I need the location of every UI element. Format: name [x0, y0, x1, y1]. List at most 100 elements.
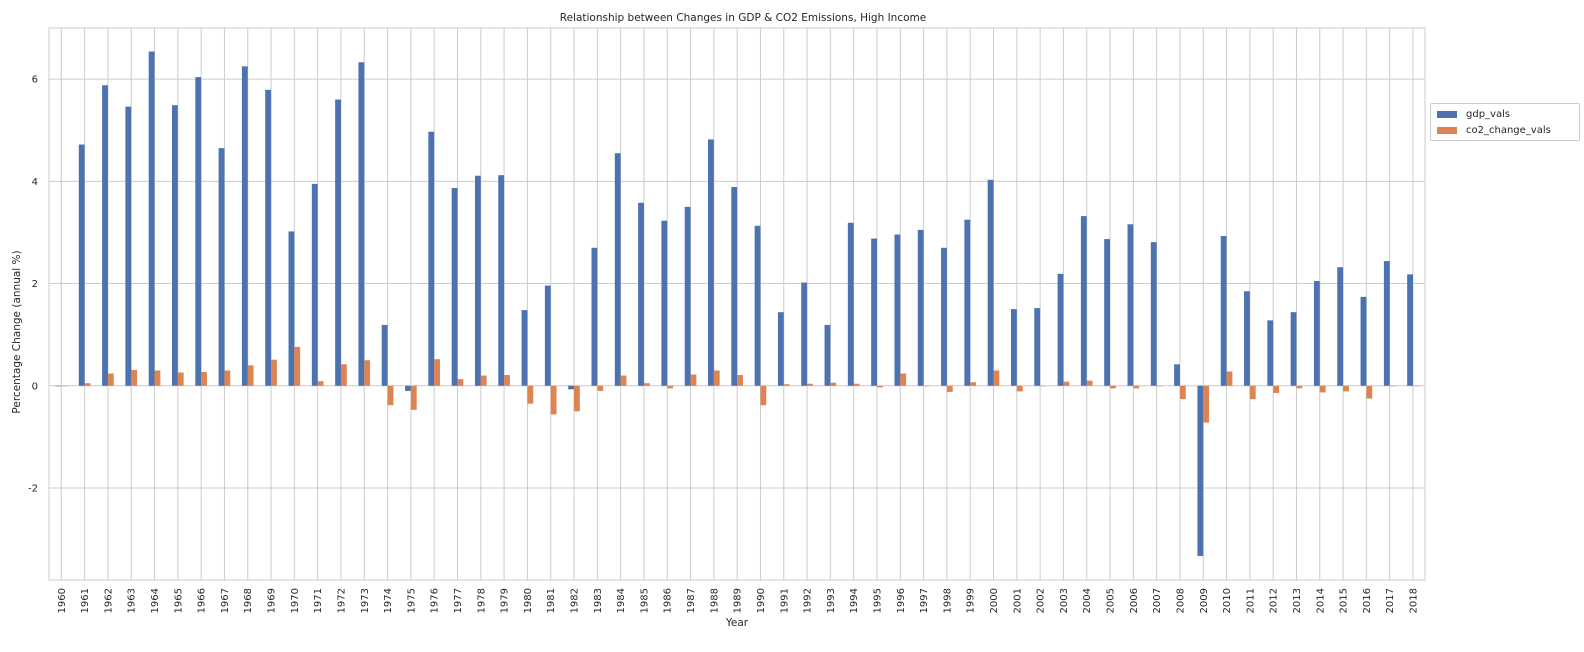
- x-tick-label: 2007: [1152, 588, 1163, 613]
- x-tick-label: 2009: [1199, 588, 1210, 613]
- bar-gdp: [1080, 216, 1087, 386]
- bar-co2: [387, 385, 394, 406]
- bar-co2: [457, 379, 464, 386]
- bar-gdp: [311, 183, 318, 386]
- bar-gdp: [1407, 274, 1413, 386]
- bar-gdp: [1127, 224, 1134, 386]
- bar-gdp: [614, 153, 621, 386]
- x-tick-label: 1998: [942, 588, 953, 613]
- bar-gdp: [78, 144, 85, 386]
- x-tick-label: 1985: [639, 588, 650, 613]
- x-tick-label: 1972: [336, 588, 347, 613]
- x-tick-label: 1996: [896, 588, 907, 613]
- bar-co2: [830, 382, 837, 386]
- x-tick-label: 1968: [243, 588, 254, 613]
- bar-gdp: [1197, 385, 1204, 556]
- bar-co2: [154, 370, 161, 386]
- bar-co2: [923, 385, 930, 387]
- x-tick-label: 2003: [1059, 588, 1070, 613]
- bar-co2: [713, 370, 720, 386]
- legend-label-co2: co2_change_vals: [1466, 124, 1551, 136]
- legend-swatch-co2: [1437, 126, 1457, 134]
- bar-co2: [480, 375, 487, 386]
- bar-co2: [900, 373, 907, 386]
- bar-co2: [1133, 385, 1140, 389]
- bar-gdp: [1267, 320, 1274, 386]
- bar-gdp: [288, 231, 295, 386]
- bars: [55, 51, 1419, 556]
- plot-frame: [48, 27, 1426, 581]
- bar-gdp: [358, 62, 365, 386]
- x-tick-label: 2006: [1129, 588, 1140, 613]
- x-tick-label: 1986: [663, 588, 674, 613]
- y-tick-label: -2: [28, 484, 38, 495]
- x-tick-label: 1962: [103, 588, 114, 613]
- bar-gdp: [521, 310, 528, 386]
- bar-gdp: [1220, 236, 1227, 386]
- x-tick-label: 2014: [1315, 588, 1326, 613]
- bar-gdp: [1034, 308, 1041, 386]
- x-tick-label: 2011: [1245, 588, 1256, 613]
- x-axis-label: Year: [725, 617, 749, 629]
- x-tick-label: 2000: [989, 588, 1000, 613]
- bar-co2: [527, 385, 534, 404]
- bar-co2: [177, 372, 184, 386]
- bar-co2: [1273, 385, 1279, 393]
- x-tick-label: 1993: [826, 588, 837, 613]
- bar-co2: [1040, 385, 1046, 387]
- x-tick-label: 2001: [1012, 588, 1023, 613]
- bar-gdp: [498, 175, 505, 386]
- x-tick-label: 1977: [453, 588, 464, 613]
- x-tick-label: 2013: [1292, 588, 1303, 613]
- x-tick-label: 1981: [546, 588, 557, 613]
- x-tick-label: 1989: [733, 588, 744, 613]
- bar-co2: [1156, 385, 1163, 387]
- x-tick-label: 2015: [1339, 588, 1350, 613]
- x-tick-label: 1965: [173, 588, 184, 613]
- bar-gdp: [381, 324, 388, 386]
- bar-gdp: [964, 219, 971, 386]
- bar-co2: [61, 385, 68, 387]
- bar-gdp: [1104, 239, 1111, 386]
- x-tick-label: 1991: [779, 588, 790, 613]
- bar-gdp: [1057, 273, 1064, 386]
- bar-co2: [1086, 380, 1093, 386]
- bar-gdp: [661, 220, 668, 386]
- bar-co2: [853, 383, 860, 386]
- x-tick-label: 1974: [383, 588, 394, 613]
- bar-gdp: [148, 51, 155, 386]
- bar-gdp: [917, 229, 924, 386]
- x-tick-label: 1997: [919, 588, 930, 613]
- bar-co2: [294, 346, 301, 386]
- x-tick-label: 1973: [360, 588, 371, 613]
- x-tick-label: 1960: [57, 588, 68, 613]
- bar-co2: [807, 383, 813, 386]
- bar-co2: [201, 371, 207, 386]
- bar-gdp: [125, 106, 132, 386]
- bar-co2: [1366, 385, 1373, 399]
- tick-labels: -2 0 2 4 6 1960 1961 1962 1963 1964 1965 1966 1967 19…: [28, 75, 1419, 614]
- bar-co2: [760, 385, 767, 406]
- x-tick-label: 1971: [313, 588, 324, 613]
- bar-co2: [434, 359, 441, 386]
- x-tick-label: 2016: [1362, 588, 1373, 613]
- bar-gdp: [428, 131, 435, 386]
- bar-gdp: [55, 385, 62, 387]
- bar-co2: [340, 364, 347, 386]
- x-tick-label: 1963: [127, 588, 138, 613]
- bar-co2: [876, 385, 883, 388]
- x-tick-label: 1978: [476, 588, 487, 613]
- y-axis-label: Percentage Change (annual %): [11, 250, 23, 413]
- bar-co2: [364, 360, 371, 386]
- bar-co2: [550, 385, 557, 415]
- y-tick-label: 0: [32, 381, 38, 392]
- bar-gdp: [871, 238, 877, 386]
- bar-co2: [690, 374, 697, 386]
- bar-gdp: [754, 225, 761, 386]
- bar-gdp: [801, 282, 808, 386]
- bar-co2: [504, 375, 510, 386]
- bar-co2: [643, 383, 650, 386]
- bar-gdp: [941, 247, 947, 386]
- bar-gdp: [102, 85, 108, 386]
